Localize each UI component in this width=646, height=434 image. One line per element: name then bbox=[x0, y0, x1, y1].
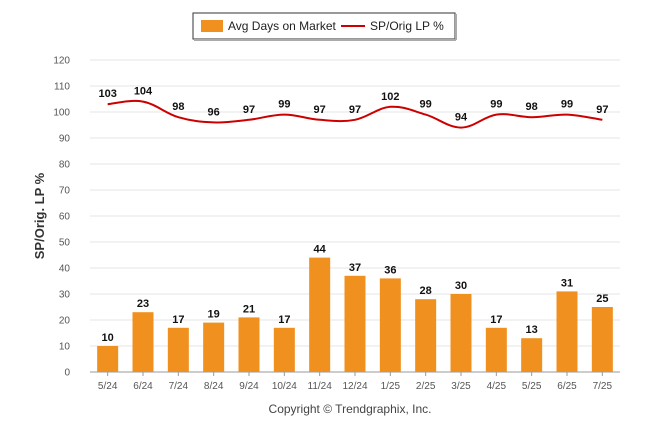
y-tick-label: 60 bbox=[59, 212, 71, 223]
y-tick-label: 100 bbox=[53, 108, 70, 119]
y-tick-label: 110 bbox=[54, 82, 70, 93]
line-value-label: 98 bbox=[172, 101, 184, 113]
line-value-label: 97 bbox=[596, 104, 608, 116]
bar-value-label: 21 bbox=[243, 303, 255, 315]
bar bbox=[591, 307, 613, 372]
bar bbox=[97, 346, 119, 372]
x-tick-label: 7/24 bbox=[169, 381, 189, 392]
bar-series bbox=[97, 257, 613, 372]
line-value-label: 96 bbox=[208, 106, 220, 118]
line-value-label: 94 bbox=[455, 112, 468, 124]
x-tick-label: 1/25 bbox=[381, 381, 401, 392]
y-tick-label: 50 bbox=[59, 238, 71, 249]
legend: Avg Days on Market SP/Orig LP % bbox=[192, 12, 457, 41]
bar bbox=[203, 322, 225, 372]
y-tick-label: 70 bbox=[59, 186, 71, 197]
bar-value-label: 10 bbox=[102, 332, 114, 344]
bar bbox=[132, 312, 154, 372]
bar-value-label: 23 bbox=[137, 298, 149, 310]
x-tick-label: 11/24 bbox=[308, 381, 333, 392]
x-tick-label: 5/25 bbox=[522, 381, 542, 392]
line-value-label: 99 bbox=[490, 99, 502, 111]
y-tick-label: 0 bbox=[64, 368, 70, 379]
line-value-label: 98 bbox=[526, 101, 538, 113]
legend-box bbox=[192, 12, 456, 40]
bar bbox=[521, 338, 543, 372]
bar-value-label: 17 bbox=[490, 314, 502, 326]
bar-value-label: 13 bbox=[526, 324, 538, 336]
bar bbox=[379, 278, 401, 372]
bar-value-label: 17 bbox=[172, 314, 184, 326]
bar bbox=[556, 291, 578, 372]
bar-value-label: 17 bbox=[278, 314, 290, 326]
x-tick-label: 6/24 bbox=[133, 381, 153, 392]
y-tick-label: 10 bbox=[59, 342, 71, 353]
line-value-label: 104 bbox=[134, 86, 153, 98]
legend-label-bar: Avg Days on Market bbox=[228, 19, 336, 33]
copyright-text: Copyright © Trendgraphix, Inc. bbox=[269, 402, 432, 416]
line-value-label: 102 bbox=[381, 91, 399, 103]
legend-swatch-bar bbox=[201, 20, 223, 32]
x-tick-label: 3/25 bbox=[451, 381, 471, 392]
bar-value-label: 36 bbox=[384, 264, 396, 276]
x-tick-label: 4/25 bbox=[487, 381, 507, 392]
x-tick-label: 5/24 bbox=[98, 381, 118, 392]
bar-value-label: 30 bbox=[455, 280, 467, 292]
line-value-label: 103 bbox=[98, 88, 116, 100]
gridlines bbox=[90, 59, 620, 347]
bar bbox=[167, 327, 189, 372]
bar-value-label: 25 bbox=[596, 293, 608, 305]
x-tick-label: 10/24 bbox=[272, 381, 297, 392]
y-axis-ticks: 0 10 20 30 40 50 60 70 80 90 100 110 120 bbox=[53, 56, 70, 379]
y-tick-label: 90 bbox=[59, 134, 71, 145]
bar-value-label: 44 bbox=[314, 244, 327, 256]
line-value-label: 97 bbox=[243, 104, 255, 116]
x-tick-label: 2/25 bbox=[416, 381, 436, 392]
x-tick-label: 8/24 bbox=[204, 381, 224, 392]
line-value-label: 97 bbox=[314, 104, 326, 116]
y-tick-label: 30 bbox=[59, 290, 71, 301]
bar bbox=[344, 275, 366, 372]
x-tick-label: 7/25 bbox=[593, 381, 613, 392]
line-value-label: 97 bbox=[349, 104, 361, 116]
bar-value-label: 31 bbox=[561, 277, 573, 289]
x-axis-ticks: 5/24 6/24 7/24 8/24 9/24 10/24 11/24 12/24 1/25 2… bbox=[98, 372, 613, 392]
line-value-label: 99 bbox=[561, 99, 573, 111]
bar-value-label: 37 bbox=[349, 262, 361, 274]
bar-value-label: 19 bbox=[208, 309, 220, 321]
bar-data-labels: 10 23 17 19 21 17 44 37 36 28 30 17 13 31 25 bbox=[102, 244, 609, 344]
y-tick-label: 80 bbox=[59, 160, 71, 171]
line-value-label: 99 bbox=[420, 99, 432, 111]
line-value-label: 99 bbox=[278, 99, 290, 111]
bar bbox=[450, 294, 472, 372]
bar-value-label: 28 bbox=[420, 285, 432, 297]
y-axis-title: SP/Orig. LP % bbox=[32, 172, 47, 259]
x-tick-label: 9/24 bbox=[239, 381, 259, 392]
bar bbox=[238, 317, 260, 372]
y-tick-label: 120 bbox=[53, 56, 70, 67]
x-tick-label: 12/24 bbox=[342, 381, 367, 392]
bar bbox=[485, 327, 507, 372]
bar bbox=[415, 299, 437, 372]
y-tick-label: 20 bbox=[59, 316, 71, 327]
x-tick-label: 6/25 bbox=[557, 381, 577, 392]
bar bbox=[309, 257, 331, 372]
bar bbox=[273, 327, 295, 372]
y-tick-label: 40 bbox=[59, 264, 71, 275]
legend-label-line: SP/Orig LP % bbox=[370, 19, 444, 33]
line-data-labels: 103 104 98 96 97 99 97 97 102 99 94 99 98 99 97 bbox=[98, 86, 608, 128]
